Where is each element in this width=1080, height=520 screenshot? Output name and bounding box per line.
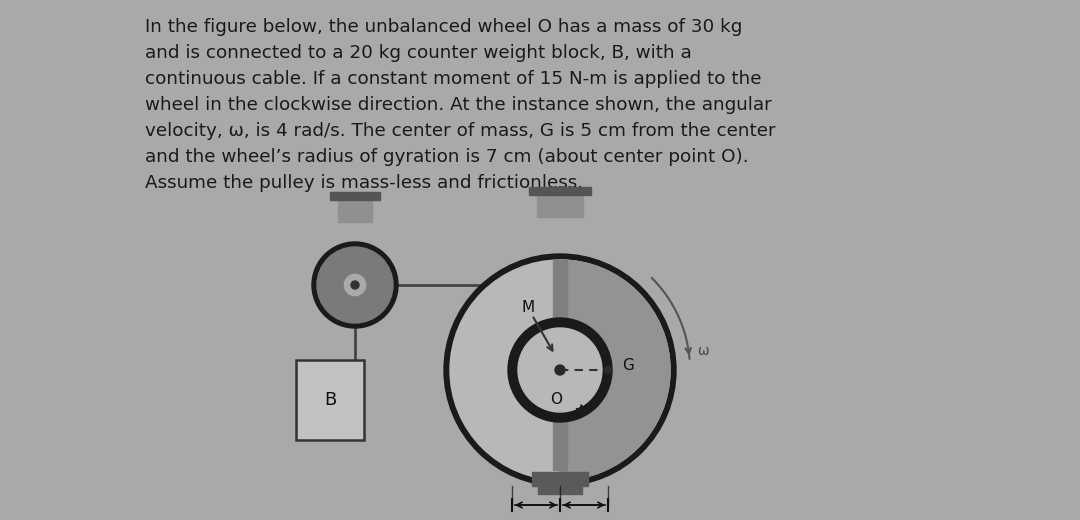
Circle shape: [518, 328, 602, 412]
Circle shape: [345, 275, 366, 296]
Text: In the figure below, the unbalanced wheel O has a mass of 30 kg: In the figure below, the unbalanced whee…: [145, 18, 742, 36]
Text: G: G: [622, 358, 634, 373]
Text: O: O: [550, 392, 562, 407]
Text: continuous cable. If a constant moment of 15 N-m is applied to the: continuous cable. If a constant moment o…: [145, 70, 761, 88]
Bar: [538, 486, 582, 494]
Text: M: M: [522, 301, 535, 316]
Text: wheel in the clockwise direction. At the instance shown, the angular: wheel in the clockwise direction. At the…: [145, 96, 772, 114]
Text: ω: ω: [698, 344, 710, 358]
Circle shape: [312, 242, 399, 328]
Text: B: B: [324, 391, 336, 409]
Text: and is connected to a 20 kg counter weight block, B, with a: and is connected to a 20 kg counter weig…: [145, 44, 692, 62]
Bar: [296, 360, 364, 440]
Circle shape: [508, 318, 612, 422]
Text: and the wheel’s radius of gyration is 7 cm (about center point O).: and the wheel’s radius of gyration is 7 …: [145, 148, 748, 166]
Text: Assume the pulley is mass-less and frictionless.: Assume the pulley is mass-less and frict…: [145, 174, 583, 192]
Circle shape: [450, 260, 670, 480]
Circle shape: [351, 281, 359, 289]
Bar: [532, 472, 588, 486]
Bar: [553, 260, 567, 470]
Circle shape: [555, 365, 565, 375]
Circle shape: [318, 247, 393, 323]
Text: velocity, ω, is 4 rad/s. The center of mass, G is 5 cm from the center: velocity, ω, is 4 rad/s. The center of m…: [145, 122, 775, 140]
Circle shape: [444, 254, 676, 486]
Bar: [537, 195, 583, 217]
Circle shape: [605, 367, 611, 373]
Polygon shape: [561, 260, 670, 480]
Bar: [338, 200, 372, 222]
Bar: [330, 192, 380, 200]
Bar: [529, 187, 591, 195]
